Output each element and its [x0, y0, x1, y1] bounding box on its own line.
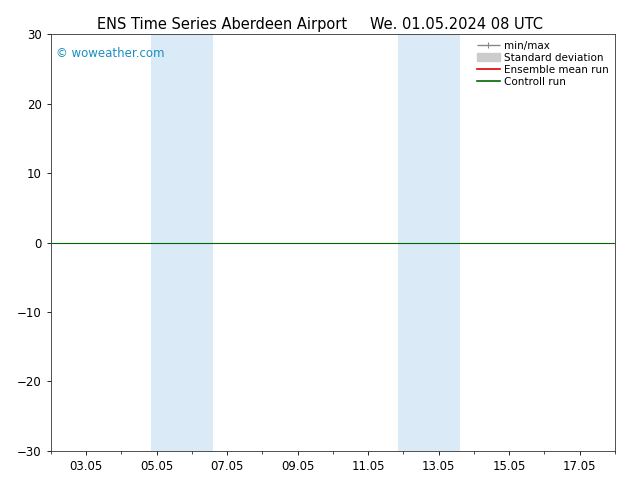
Bar — [398, 34, 460, 451]
Text: ENS Time Series Aberdeen Airport: ENS Time Series Aberdeen Airport — [97, 17, 347, 32]
Legend: min/max, Standard deviation, Ensemble mean run, Controll run: min/max, Standard deviation, Ensemble me… — [474, 37, 612, 90]
Bar — [152, 34, 213, 451]
Text: We. 01.05.2024 08 UTC: We. 01.05.2024 08 UTC — [370, 17, 543, 32]
Text: © woweather.com: © woweather.com — [56, 47, 165, 60]
